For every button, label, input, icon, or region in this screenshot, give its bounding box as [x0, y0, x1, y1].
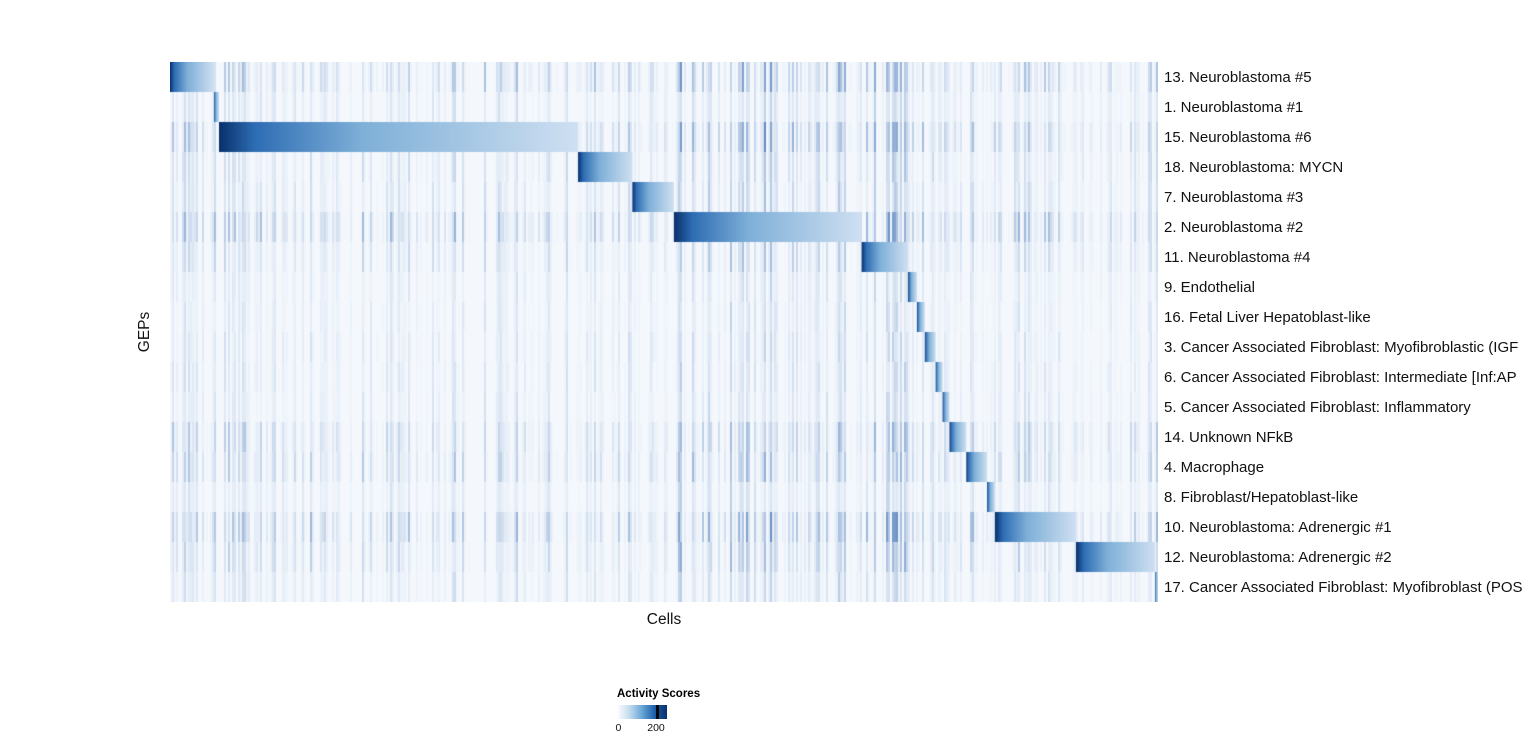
legend: Activity Scores 0 200: [615, 688, 737, 736]
x-axis-label: Cells: [646, 611, 682, 628]
y-axis-label: GEPs: [136, 311, 154, 353]
row-labels: 13. Neuroblastoma #5 1. Neuroblastoma #1 1…: [1164, 62, 1540, 602]
legend-tick-labels: 0 200: [615, 722, 687, 736]
legend-tick-label-max: 200: [647, 722, 665, 734]
heatmap-row-label: 4. Macrophage: [1164, 458, 1265, 476]
heatmap-row-label: 11. Neuroblastoma #4: [1164, 248, 1311, 266]
y-axis-label-wrap: GEPs: [130, 62, 160, 602]
heatmap-row-label: 15. Neuroblastoma #6: [1164, 128, 1312, 146]
heatmap-row-label: 12. Neuroblastoma: Adrenergic #2: [1164, 548, 1392, 566]
heatmap-row-label: 3. Cancer Associated Fibroblast: Myofibr…: [1164, 338, 1519, 356]
heatmap-row-label: 5. Cancer Associated Fibroblast: Inflamm…: [1164, 398, 1471, 416]
heatmap-canvas: [170, 62, 1158, 602]
heatmap-row-label: 7. Neuroblastoma #3: [1164, 188, 1304, 206]
heatmap-row-label: 13. Neuroblastoma #5: [1164, 68, 1312, 86]
legend-title: Activity Scores: [617, 688, 701, 700]
heatmap-row-label: 9. Endothelial: [1164, 278, 1255, 296]
heatmap-row-label: 8. Fibroblast/Hepatoblast-like: [1164, 488, 1359, 506]
legend-colorbar: [617, 705, 667, 719]
heatmap-row-label: 16. Fetal Liver Hepatoblast-like: [1164, 308, 1371, 326]
heatmap-row-label: 17. Cancer Associated Fibroblast: Myofib…: [1164, 578, 1523, 596]
legend-tick-label-min: 0: [615, 722, 622, 734]
heatmap-row-label: 10. Neuroblastoma: Adrenergic #1: [1164, 518, 1392, 536]
heatmap-row-label: 14. Unknown NFkB: [1164, 428, 1294, 446]
heatmap-row-label: 6. Cancer Associated Fibroblast: Interme…: [1164, 368, 1517, 386]
legend-max-tick: [656, 705, 659, 719]
heatmap-row-label: 18. Neuroblastoma: MYCN: [1164, 158, 1344, 176]
heatmap-row-label: 1. Neuroblastoma #1: [1164, 98, 1304, 116]
heatmap-row-label: 2. Neuroblastoma #2: [1164, 218, 1304, 236]
